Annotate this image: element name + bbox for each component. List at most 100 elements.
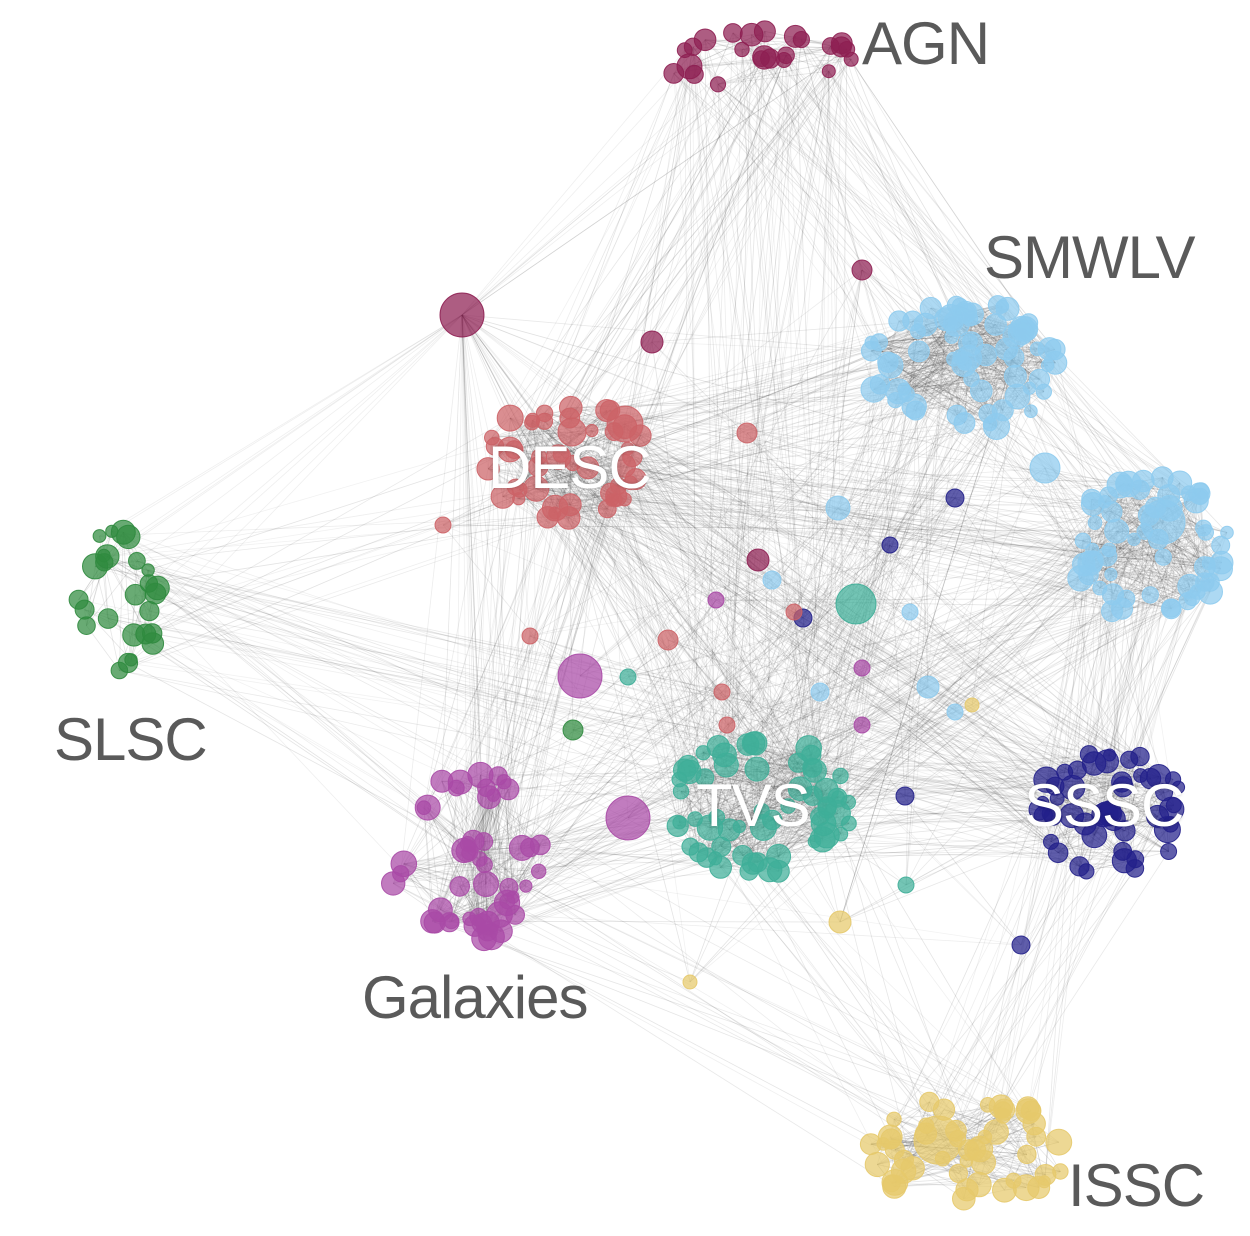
edge	[423, 468, 489, 808]
edge	[839, 813, 1052, 923]
edge	[769, 830, 1125, 871]
edge	[688, 765, 1087, 872]
node-galaxies	[707, 591, 725, 609]
edge	[714, 396, 1018, 859]
edge	[716, 686, 929, 818]
edge	[667, 639, 704, 753]
node-desc	[622, 446, 643, 468]
edge	[488, 468, 616, 501]
edge	[1054, 539, 1135, 787]
edge	[684, 50, 827, 791]
edge	[514, 635, 531, 915]
edge	[492, 794, 541, 846]
edge	[515, 914, 1022, 946]
edge	[569, 504, 824, 824]
edge	[483, 456, 540, 939]
node-smwlv	[1104, 518, 1130, 544]
edge	[752, 863, 891, 1138]
edge	[509, 449, 1127, 600]
edge	[826, 835, 1032, 1111]
edge	[509, 417, 839, 798]
edge	[515, 422, 533, 488]
edge	[746, 432, 1130, 761]
edge	[840, 833, 984, 1163]
edge	[810, 71, 830, 755]
edge	[971, 521, 1164, 706]
edge	[692, 46, 926, 325]
edge	[624, 423, 841, 777]
edge	[635, 31, 766, 480]
edge	[483, 691, 821, 842]
edge	[500, 857, 716, 932]
edge	[488, 430, 593, 798]
edge	[558, 59, 852, 458]
edge	[741, 49, 779, 872]
edge	[640, 435, 813, 796]
edge	[814, 483, 1125, 842]
edge	[544, 420, 1126, 832]
edge	[785, 55, 908, 394]
node-smwlv	[963, 370, 980, 387]
edge	[717, 70, 829, 85]
edge	[702, 752, 740, 827]
edge	[463, 489, 520, 851]
edge	[618, 485, 691, 983]
node-smwlv	[901, 603, 919, 621]
edge	[627, 676, 719, 747]
node-issc	[964, 697, 980, 713]
edge	[677, 603, 857, 827]
edge	[479, 492, 611, 860]
edge	[848, 406, 915, 824]
node-tvs	[706, 735, 730, 759]
node-slsc	[142, 623, 163, 644]
edge	[525, 885, 1059, 1143]
edge	[579, 675, 815, 772]
node-smwlv	[1101, 600, 1123, 623]
edge	[754, 410, 917, 744]
edge	[764, 31, 875, 390]
edge	[587, 467, 956, 499]
edge	[702, 752, 758, 863]
node-slsc	[77, 616, 96, 636]
node-desc	[713, 683, 731, 701]
edge	[927, 578, 1081, 688]
edge	[757, 55, 787, 863]
edge	[148, 583, 725, 756]
node-galaxies	[477, 785, 501, 810]
edge	[825, 318, 971, 791]
edge	[903, 493, 1200, 1161]
edge	[148, 569, 1179, 788]
edge	[497, 544, 891, 777]
edge	[836, 414, 958, 798]
edge	[537, 466, 611, 494]
edge	[508, 508, 608, 888]
edge	[624, 356, 1014, 428]
edge	[964, 422, 1085, 565]
edge	[434, 611, 795, 923]
edge	[609, 409, 1165, 793]
edge	[837, 507, 1101, 589]
edge	[684, 50, 691, 847]
edge	[569, 70, 830, 419]
edge	[1049, 348, 1181, 484]
edge	[514, 599, 717, 916]
edge	[742, 574, 1089, 856]
edge	[403, 781, 461, 865]
edge	[497, 635, 531, 776]
node-galaxies	[853, 659, 871, 677]
edge	[569, 504, 838, 798]
edge	[119, 670, 849, 803]
node-galaxies	[496, 774, 512, 790]
edge	[692, 46, 750, 872]
edge	[1042, 587, 1101, 803]
edge	[761, 58, 813, 796]
edge	[702, 396, 1018, 753]
edge	[579, 358, 954, 677]
node-tvs	[672, 815, 687, 830]
edge	[544, 66, 690, 414]
edge	[841, 42, 1016, 337]
edge	[157, 314, 463, 589]
edge	[904, 775, 1141, 797]
edge	[127, 662, 468, 845]
